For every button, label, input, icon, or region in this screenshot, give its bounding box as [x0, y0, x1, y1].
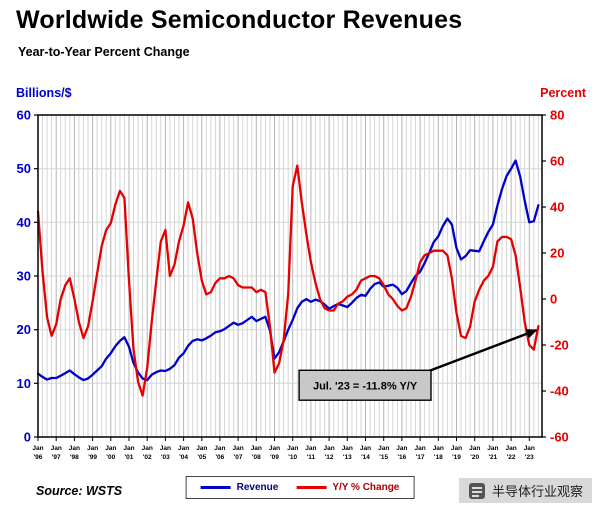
svg-text:Jan: Jan [269, 445, 280, 452]
svg-text:'19: '19 [452, 454, 461, 461]
svg-text:Jan: Jan [123, 445, 134, 452]
svg-text:Jan: Jan [305, 445, 316, 452]
legend-revenue-label: Revenue [236, 482, 279, 493]
watermark-badge: 半导体行业观察 [458, 478, 592, 503]
svg-text:'97: '97 [52, 454, 61, 461]
svg-text:60: 60 [550, 154, 564, 169]
svg-text:'22: '22 [507, 454, 516, 461]
source-text: Source: WSTS [36, 484, 123, 498]
svg-text:Jan: Jan [142, 445, 153, 452]
svg-text:Jan: Jan [232, 445, 243, 452]
svg-text:Jan: Jan [469, 445, 480, 452]
svg-text:Jan: Jan [160, 445, 171, 452]
svg-text:'02: '02 [143, 454, 152, 461]
svg-text:Jan: Jan [342, 445, 353, 452]
svg-text:Jan: Jan [287, 445, 298, 452]
watermark-text: 半导体行业观察 [491, 484, 583, 499]
svg-text:Jan: Jan [178, 445, 189, 452]
svg-text:Jan: Jan [433, 445, 444, 452]
legend-item-yoy: Y/Y % Change [296, 482, 399, 493]
watermark-logo-icon [468, 482, 486, 500]
svg-text:'13: '13 [343, 454, 352, 461]
svg-text:30: 30 [17, 269, 31, 284]
svg-text:'09: '09 [270, 454, 279, 461]
svg-text:Jan: Jan [487, 445, 498, 452]
svg-text:-20: -20 [550, 338, 569, 353]
svg-text:Jan: Jan [251, 445, 262, 452]
svg-text:Jan: Jan [524, 445, 535, 452]
svg-text:'04: '04 [179, 454, 188, 461]
legend-box: Revenue Y/Y % Change [185, 476, 415, 499]
svg-text:Jan: Jan [414, 445, 425, 452]
svg-text:0: 0 [24, 430, 31, 445]
left-axis-title: Billions/$ [16, 86, 72, 100]
svg-text:10: 10 [17, 376, 31, 391]
svg-text:'15: '15 [379, 454, 388, 461]
svg-text:'21: '21 [489, 454, 498, 461]
annotation-arrow [422, 328, 538, 375]
legend-yoy-label: Y/Y % Change [332, 482, 400, 493]
svg-text:'20: '20 [470, 454, 479, 461]
svg-text:Jan: Jan [396, 445, 407, 452]
annotation-box [298, 369, 432, 401]
chart-svg: Jul. '23 = -11.8% Y/Y 0 10 20 30 40 50 60 80 60 40… [17, 108, 569, 462]
svg-text:Jan: Jan [87, 445, 98, 452]
svg-text:'23: '23 [525, 454, 534, 461]
revenue-line-swatch [200, 486, 231, 489]
svg-text:Jan: Jan [451, 445, 462, 452]
svg-text:20: 20 [17, 322, 31, 337]
svg-text:'96: '96 [34, 454, 43, 461]
svg-text:Jan: Jan [51, 445, 62, 452]
svg-text:Jan: Jan [360, 445, 371, 452]
svg-text:'06: '06 [216, 454, 225, 461]
svg-text:'17: '17 [416, 454, 425, 461]
svg-text:'12: '12 [325, 454, 334, 461]
svg-text:'18: '18 [434, 454, 443, 461]
annotation-text: Jul. '23 = -11.8% Y/Y [313, 380, 418, 392]
svg-text:'99: '99 [88, 454, 97, 461]
svg-text:'05: '05 [197, 454, 206, 461]
revenue-series-line [36, 159, 540, 382]
svg-text:20: 20 [550, 246, 564, 261]
svg-text:'10: '10 [288, 454, 297, 461]
svg-text:'08: '08 [252, 454, 261, 461]
svg-text:Jan: Jan [105, 445, 116, 452]
svg-text:'07: '07 [234, 454, 243, 461]
page-title: Worldwide Semiconductor Revenues [16, 6, 463, 34]
svg-text:Jan: Jan [69, 445, 80, 452]
svg-text:Jan: Jan [196, 445, 207, 452]
svg-text:'11: '11 [307, 454, 316, 461]
svg-text:Jan: Jan [323, 445, 334, 452]
svg-text:'00: '00 [106, 454, 115, 461]
svg-text:'16: '16 [398, 454, 407, 461]
svg-text:Jan: Jan [32, 445, 43, 452]
svg-text:'14: '14 [361, 454, 370, 461]
svg-text:-60: -60 [550, 430, 569, 445]
svg-text:'98: '98 [70, 454, 79, 461]
svg-text:80: 80 [550, 108, 564, 123]
yoy-line-swatch [296, 486, 327, 489]
svg-text:50: 50 [17, 161, 31, 176]
svg-text:Jan: Jan [214, 445, 225, 452]
svg-text:40: 40 [17, 215, 31, 230]
svg-text:-40: -40 [550, 384, 569, 399]
svg-text:'01: '01 [125, 454, 134, 461]
svg-text:40: 40 [550, 200, 564, 215]
legend-item-revenue: Revenue [200, 482, 279, 493]
svg-text:'03: '03 [161, 454, 170, 461]
page-subtitle: Year-to-Year Percent Change [18, 45, 190, 59]
right-axis-title: Percent [540, 86, 586, 100]
yoy-series-line [36, 164, 540, 397]
svg-text:0: 0 [550, 292, 557, 307]
svg-text:Jan: Jan [378, 445, 389, 452]
svg-text:Jan: Jan [505, 445, 516, 452]
svg-text:60: 60 [17, 108, 31, 123]
